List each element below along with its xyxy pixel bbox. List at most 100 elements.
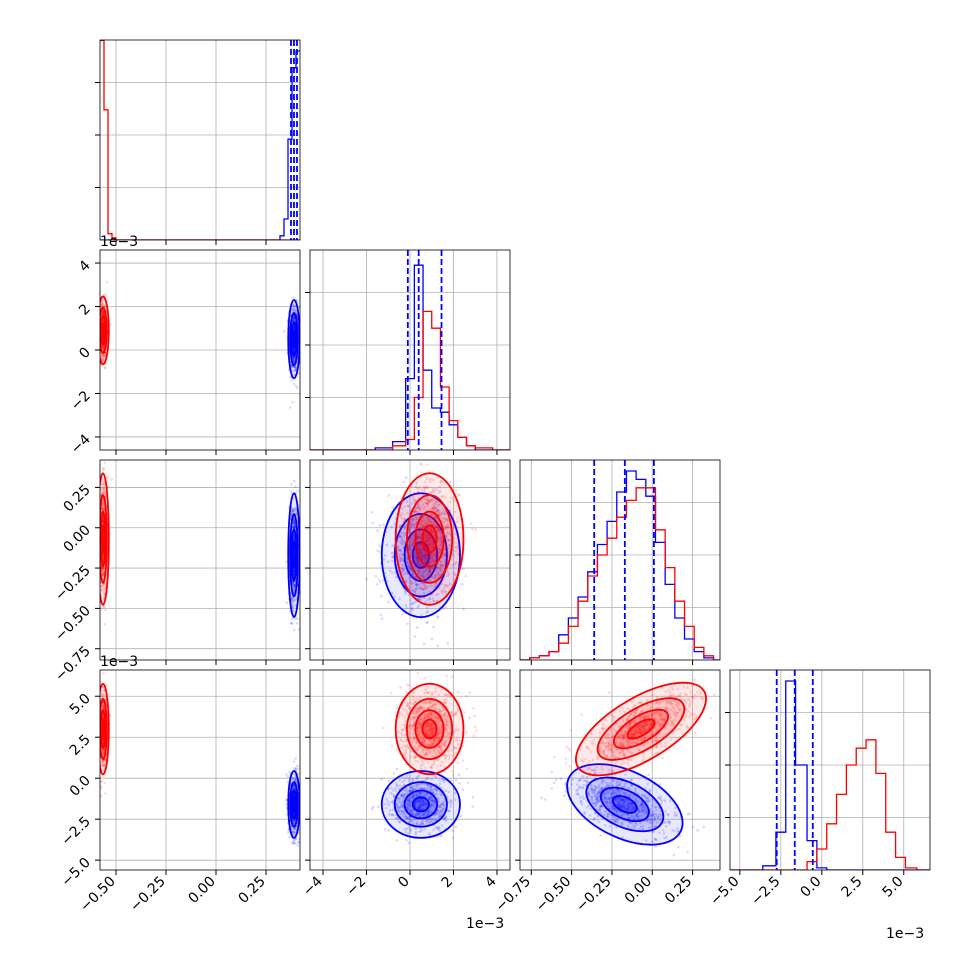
scatter-point [96,332,99,335]
scatter-point [416,534,420,537]
scatter-point [443,548,447,552]
scatter-point [431,497,435,501]
scatter-point [291,307,294,311]
scatter-point [401,612,404,616]
scatter-point [391,556,395,559]
scatter-point [436,616,440,619]
scatter-point [292,526,296,530]
scatter-point [432,506,436,510]
scatter-point [427,542,431,545]
scatter-point [420,556,424,560]
scatter-point [408,542,411,546]
scatter-point [423,540,426,543]
scatter-point [97,315,100,318]
scatter-point [457,553,460,556]
scatter-point [426,514,429,518]
scatter-point [436,546,440,550]
scatter-point [414,516,418,520]
scatter-point [433,576,436,580]
scatter-point [450,516,453,519]
scatter-point [474,528,478,531]
scatter-point [439,538,443,541]
scatter-point [102,500,105,503]
scatter-point [424,554,428,557]
scatter-point [294,768,298,771]
scatter-point [427,570,431,574]
scatter-point [411,602,415,606]
scatter-point [293,525,296,529]
scatter-point [455,489,458,492]
scatter-point [417,546,421,550]
scatter-point [417,490,420,494]
scatter-point [420,521,424,524]
scatter-point [414,523,417,527]
scatter-point [423,535,426,538]
scatter-point [438,583,441,586]
scatter-point [421,557,425,560]
scatter-point [296,489,299,493]
scatter-point [403,590,407,594]
scatter-point [431,507,435,510]
scatter-point [291,622,294,625]
scatter-point [448,532,452,536]
scatter-point [422,566,426,570]
scatter-point [419,535,423,538]
scatter-point [437,528,440,532]
scatter-point [423,505,427,509]
scatter-point [293,517,296,521]
scatter-point [443,517,447,520]
scatter-point [408,535,411,539]
scatter-point [101,508,105,511]
scatter-point [420,581,424,585]
scatter-point [427,526,430,529]
scatter-point [432,534,435,537]
scatter-point [403,518,406,521]
scatter-point [427,566,430,570]
scatter-point [438,540,441,544]
scatter-point [430,529,434,532]
scatter-point [411,523,414,526]
scatter-point [417,506,420,509]
scatter-point [292,568,296,571]
scatter-point [424,586,428,589]
scatter-point [421,503,425,506]
scatter-point [405,500,409,503]
scatter-point [440,495,444,498]
scatter-point [102,467,105,471]
scatter-point [455,547,459,550]
scatter-point [293,316,296,320]
scatter-point [437,571,440,575]
scatter-point [445,538,449,541]
scatter-point [440,563,443,566]
scatter-point [410,524,413,527]
scatter-point [424,585,427,588]
scatter-point [97,537,100,540]
scatter-point [292,585,296,589]
scatter-point [413,601,417,604]
scatter-point [421,519,425,523]
scatter-point [101,346,105,350]
scatter-point [453,541,456,544]
scatter-point [445,585,449,589]
scatter-point [417,561,421,565]
scatter-point [293,524,297,527]
scatter-point [428,533,431,537]
scatter-point [429,573,432,577]
scatter-point [415,583,418,587]
scatter-point [405,606,408,609]
scatter-point [412,542,415,546]
scatter-point [453,499,457,503]
scatter-point [290,364,294,368]
scatter-point [429,537,433,540]
scatter-point [421,557,424,561]
scatter-point [436,488,439,492]
scatter-point [431,556,434,560]
scatter-point [100,301,104,304]
scatter-point [288,835,292,839]
scatter-point [399,514,403,518]
scatter-point [415,517,419,521]
scatter-point [102,354,106,358]
histogram-panel [730,670,930,870]
scatter-point [436,566,439,570]
scatter-point [407,545,411,549]
